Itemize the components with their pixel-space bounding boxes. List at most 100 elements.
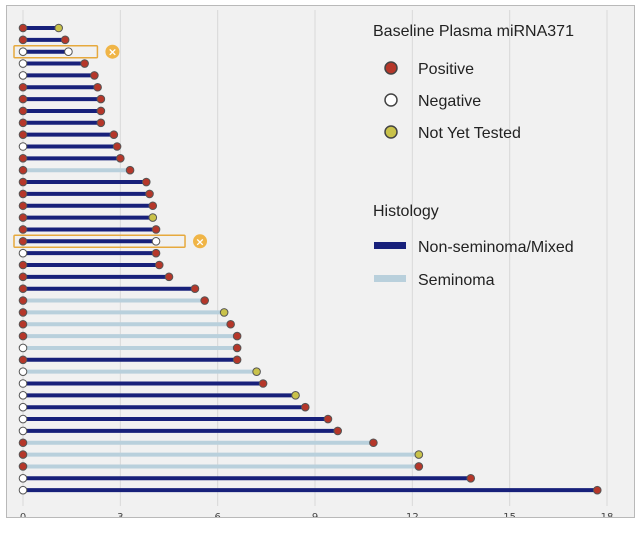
start-marker-17-positive	[18, 213, 28, 222]
start-marker-6-positive	[18, 82, 28, 92]
end-marker-18-positive	[151, 225, 161, 234]
legend-negative-marker	[384, 93, 398, 107]
x-tick-label-3: 3	[117, 512, 123, 517]
start-marker-23-positive	[18, 284, 28, 294]
start-marker-7-positive	[18, 94, 28, 104]
end-marker-5-positive	[90, 71, 99, 80]
start-marker-12-positive	[18, 154, 28, 163]
end-marker-12-positive	[116, 154, 125, 163]
end-marker-11-positive	[112, 142, 122, 151]
start-marker-2-positive	[18, 35, 28, 45]
end-marker-39-positive	[466, 474, 476, 483]
end-marker-35-positive	[333, 426, 343, 436]
start-marker-9-positive	[18, 118, 28, 128]
legend-not-yet-tested-marker	[384, 125, 398, 139]
legend-positive-label: Positive	[418, 61, 474, 78]
start-marker-5-negative	[18, 71, 28, 80]
end-marker-1-nyt	[54, 23, 63, 33]
end-marker-7-positive	[96, 94, 106, 104]
start-marker-40-negative	[18, 485, 28, 495]
start-marker-35-negative	[18, 426, 28, 436]
highlight-x-badge-3	[105, 44, 120, 59]
start-marker-1-positive	[18, 23, 28, 33]
end-marker-15-positive	[145, 189, 154, 199]
start-marker-37-positive	[18, 450, 28, 459]
end-marker-20-positive	[151, 248, 161, 258]
end-marker-9-positive	[96, 118, 106, 128]
legend-histology-title: Histology	[373, 203, 439, 220]
start-marker-24-positive	[18, 296, 28, 305]
start-marker-28-negative	[18, 343, 28, 353]
end-marker-38-positive	[414, 462, 424, 471]
start-marker-31-negative	[18, 379, 28, 388]
x-axis-ticks: 0 3 6 9 12 15 18	[20, 512, 614, 517]
start-marker-36-positive	[18, 438, 28, 448]
start-marker-32-negative	[18, 391, 28, 400]
highlight-x-icon-3: ×	[108, 46, 117, 59]
start-marker-39-negative	[18, 474, 28, 483]
end-marker-31-positive	[258, 379, 268, 388]
start-marker-30-negative	[18, 367, 28, 376]
end-marker-25-nyt	[219, 308, 229, 317]
start-marker-38-positive	[18, 462, 28, 471]
start-marker-3-negative	[18, 47, 28, 57]
highlight-box-3	[13, 44, 99, 59]
end-marker-14-positive	[141, 177, 151, 187]
legend: Baseline Plasma miRNA371 Positive Negati…	[373, 23, 574, 289]
legend-positive-marker	[384, 61, 398, 75]
legend-nonseminoma-label: Non-seminoma/Mixed	[418, 239, 574, 256]
x-tick-label-9: 9	[312, 512, 318, 517]
gridlines	[22, 10, 608, 506]
end-marker-3-negative	[64, 47, 73, 57]
end-marker-17-nyt	[148, 213, 158, 222]
start-marker-20-negative	[18, 248, 28, 258]
end-marker-13-positive	[125, 165, 135, 175]
legend-not-yet-tested-label: Not Yet Tested	[418, 125, 521, 142]
end-marker-40-positive	[592, 485, 602, 495]
end-marker-21-positive	[154, 260, 164, 270]
end-marker-27-positive	[232, 331, 242, 341]
legend-seminoma-swatch	[374, 275, 406, 282]
swimmer-plot: ×× 0369121518 Baseline Plasma miRNA371 P…	[13, 10, 614, 517]
start-marker-8-positive	[18, 106, 28, 116]
end-marker-8-positive	[96, 106, 106, 116]
end-marker-19-negative	[151, 237, 161, 246]
start-marker-21-positive	[18, 260, 28, 270]
end-marker-32-nyt	[291, 391, 300, 400]
start-marker-10-positive	[18, 130, 28, 139]
end-marker-26-positive	[226, 319, 235, 329]
start-marker-4-negative	[18, 59, 28, 68]
end-marker-10-positive	[109, 130, 119, 139]
start-marker-13-positive	[18, 165, 28, 175]
legend-seminoma-label: Seminoma	[418, 272, 495, 289]
end-marker-2-positive	[60, 35, 70, 45]
end-marker-28-positive	[232, 343, 242, 353]
start-marker-34-negative	[18, 414, 28, 424]
start-marker-25-positive	[18, 308, 28, 317]
start-marker-22-positive	[18, 272, 28, 282]
end-marker-34-positive	[323, 414, 333, 424]
end-marker-23-positive	[190, 284, 200, 294]
end-marker-24-positive	[200, 296, 209, 305]
end-marker-22-positive	[164, 272, 174, 282]
chart-frame: ×× 0369121518 Baseline Plasma miRNA371 P…	[6, 5, 635, 518]
start-marker-16-positive	[18, 201, 28, 211]
start-marker-27-positive	[18, 331, 28, 341]
highlight-boxes: ××	[13, 44, 208, 249]
start-marker-33-negative	[18, 402, 28, 412]
highlight-x-badge-19	[193, 234, 208, 249]
legend-negative-label: Negative	[418, 93, 481, 110]
end-marker-29-positive	[232, 355, 242, 365]
start-marker-15-positive	[18, 189, 28, 199]
start-marker-26-positive	[18, 319, 28, 329]
end-marker-4-positive	[80, 59, 89, 68]
start-marker-14-positive	[18, 177, 28, 187]
legend-marker-title: Baseline Plasma miRNA371	[373, 23, 574, 40]
highlight-box-19	[13, 234, 186, 249]
start-marker-29-positive	[18, 355, 28, 365]
highlight-x-icon-19: ×	[195, 235, 204, 248]
x-tick-label-6: 6	[214, 512, 220, 517]
end-marker-36-positive	[369, 438, 378, 448]
x-tick-label-12: 12	[406, 512, 419, 517]
end-marker-16-positive	[148, 201, 158, 211]
